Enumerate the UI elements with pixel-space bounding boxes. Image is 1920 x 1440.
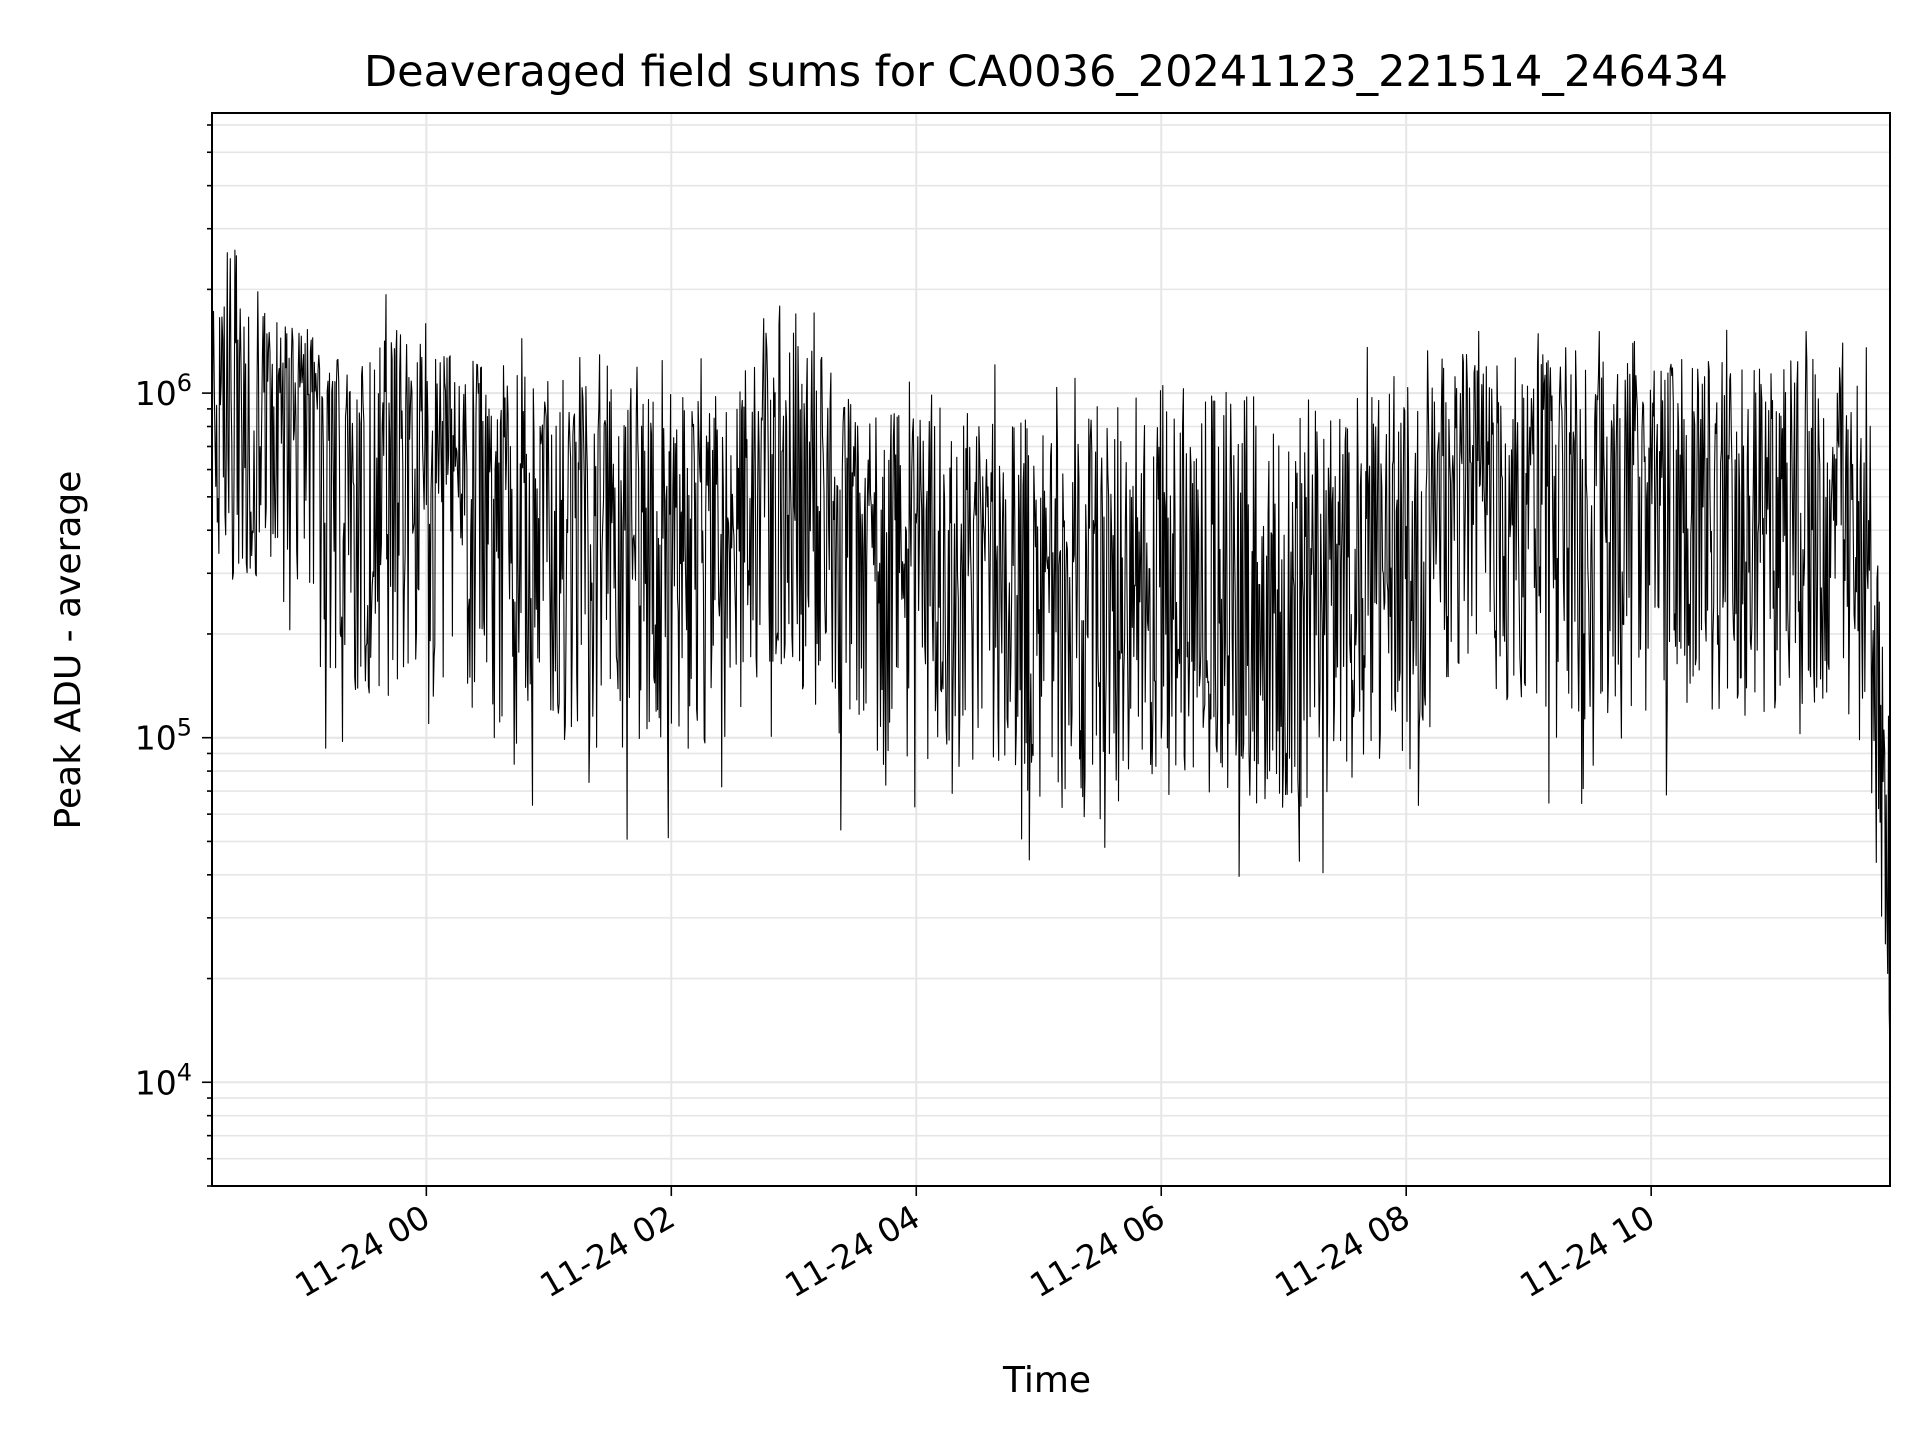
y-tick-label: 104 bbox=[135, 1058, 192, 1102]
series-line bbox=[211, 249, 1891, 1056]
y-axis-label: Peak ADU - average bbox=[48, 471, 89, 830]
x-axis-label: Time bbox=[1002, 1360, 1091, 1401]
y-tick-label: 105 bbox=[135, 714, 192, 758]
plot-frame bbox=[211, 112, 1891, 1187]
data-series bbox=[211, 249, 1891, 1056]
y-axis: 104 105 106 bbox=[135, 124, 212, 1187]
plot-area bbox=[211, 112, 1891, 1187]
chart-title: Deaveraged field sums for CA0036_2024112… bbox=[364, 47, 1728, 97]
y-tick-label: 106 bbox=[135, 369, 192, 413]
